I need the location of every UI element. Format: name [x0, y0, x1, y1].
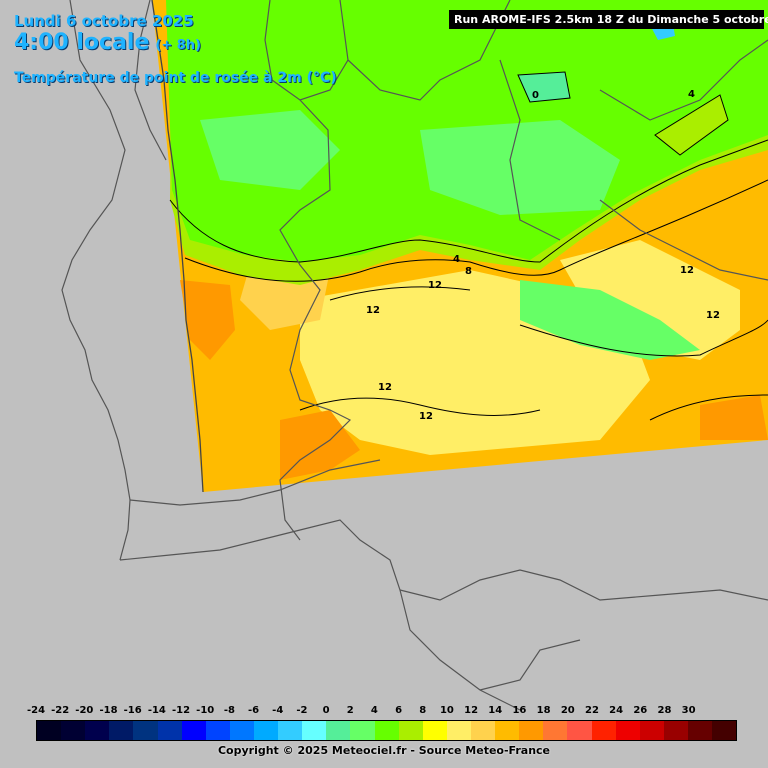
- scale-swatch: [61, 721, 86, 740]
- scale-label: 14: [488, 705, 503, 716]
- scale-label: -20: [75, 705, 94, 716]
- scale-label: 30: [681, 705, 696, 716]
- scale-label: -4: [272, 705, 284, 716]
- isolines: [169, 71, 768, 421]
- scale-swatch: [350, 721, 375, 740]
- scale-bar: [36, 720, 737, 741]
- forecast-lead: (+ 8h): [155, 38, 201, 53]
- label-12-c: 12: [680, 265, 694, 276]
- scale-swatch: [615, 721, 640, 740]
- run-info: Run AROME-IFS 2.5km 18 Z du Dimanche 5 o…: [449, 10, 768, 29]
- scale-swatch: [37, 721, 62, 740]
- scale-swatch: [422, 721, 447, 740]
- copyright: Copyright © 2025 Meteociel.fr - Source M…: [217, 744, 551, 757]
- scale-label: 6: [395, 705, 403, 716]
- scale-swatch: [229, 721, 254, 740]
- zone-16: [180, 280, 235, 360]
- forecast-time: 4:00 locale (+ 8h): [14, 30, 337, 59]
- scale-swatch: [446, 721, 471, 740]
- title-block: Lundi 6 octobre 2025 4:00 locale (+ 8h) T…: [14, 12, 337, 87]
- label-0: 0: [532, 90, 539, 101]
- scale-swatch: [591, 721, 616, 740]
- scale-swatch: [663, 721, 688, 740]
- scale-swatch: [85, 721, 110, 740]
- scale-label: 8: [419, 705, 427, 716]
- scale-swatch: [639, 721, 664, 740]
- scale-label: -10: [196, 705, 215, 716]
- label-8: 8: [465, 266, 472, 277]
- scale-swatch: [133, 721, 158, 740]
- label-12-b: 12: [366, 305, 380, 316]
- scale-swatch: [470, 721, 496, 740]
- scale-labels: -24 -22 -20 -18 -16 -14 -12 -10 -8 -6 -4 -2 0 2 4 6 8 10 1…: [27, 705, 737, 719]
- scale-label: 20: [560, 705, 575, 716]
- scale-swatch: [543, 721, 568, 740]
- scale-label: -2: [296, 705, 308, 716]
- forecast-date: Lundi 6 octobre 2025: [14, 12, 194, 30]
- scale-swatch: [253, 721, 279, 740]
- scale-swatch: [712, 721, 737, 740]
- scale-swatch: [495, 721, 520, 740]
- label-12-f: 12: [419, 411, 433, 422]
- scale-swatch: [567, 721, 592, 740]
- scale-label: -24: [26, 705, 46, 716]
- scale-swatch: [519, 721, 544, 740]
- label-4: 4: [453, 254, 460, 265]
- scale-label: 16: [512, 705, 527, 716]
- scale-swatch: [398, 721, 423, 740]
- label-12-a: 12: [428, 280, 442, 291]
- isoline-labels: 0 4 4 8 12 12 12 12 12 12: [366, 89, 720, 422]
- label-12-e: 12: [378, 382, 392, 393]
- coastline: [151, 0, 204, 493]
- scale-label: 4: [370, 705, 378, 716]
- zone-6-east: [655, 95, 728, 155]
- scale-label: 24: [609, 705, 624, 716]
- zone-16-east: [700, 395, 768, 440]
- label-12-d: 12: [706, 310, 720, 321]
- scale-label: -8: [223, 705, 235, 716]
- scale-swatch: [374, 721, 399, 740]
- scale-swatch: [278, 721, 303, 740]
- parameter-title: Température de point de rosée à 2m (°C): [14, 70, 337, 86]
- scale-label: 0: [322, 705, 330, 716]
- color-scale: -24 -22 -20 -18 -16 -14 -12 -10 -8 -6 -4 -2 0 2 4 6 8 10 1…: [27, 705, 737, 741]
- scale-label: 28: [657, 705, 672, 716]
- scale-label: -22: [51, 705, 70, 716]
- scale-swatch: [109, 721, 134, 740]
- scale-swatch: [157, 721, 182, 740]
- scale-label: 12: [464, 705, 479, 716]
- scale-label: 18: [536, 705, 551, 716]
- scale-swatch: [181, 721, 206, 740]
- scale-label: 22: [584, 705, 599, 716]
- scale-label: -16: [123, 705, 142, 716]
- label-4-east: 4: [688, 89, 695, 100]
- scale-swatch: [326, 721, 351, 740]
- zone-0-d: [518, 72, 570, 102]
- scale-swatch: [302, 721, 327, 740]
- zone-2-a: [200, 110, 340, 190]
- zone-16-south: [280, 410, 360, 480]
- scale-label: -18: [99, 705, 118, 716]
- forecast-hour: 4:00 locale: [14, 30, 150, 55]
- zone-2-c: [520, 280, 700, 360]
- scale-swatch: [687, 721, 713, 740]
- scale-label: 10: [439, 705, 454, 716]
- scale-swatch: [205, 721, 230, 740]
- scale-label: 2: [346, 705, 354, 716]
- zone-2-b: [420, 120, 620, 215]
- scale-label: 26: [633, 705, 648, 716]
- scale-label: -6: [247, 705, 260, 716]
- scale-label: -14: [147, 705, 166, 716]
- scale-label: -12: [171, 705, 191, 716]
